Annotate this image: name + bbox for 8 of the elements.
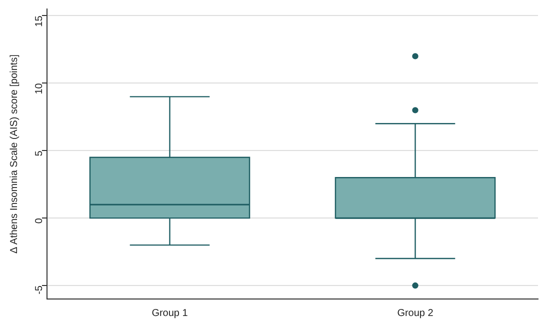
x-tick-label: Group 1 [152, 308, 188, 319]
y-axis-title: Δ Athens Insomnia Scale (AIS) score [points] [8, 54, 20, 254]
y-tick-label: -5 [34, 285, 45, 294]
y-tick-label: 10 [34, 82, 45, 94]
y-tick-label: 5 [34, 150, 45, 156]
y-tick-label: 0 [34, 218, 45, 224]
x-tick-label: Group 2 [397, 308, 434, 319]
y-tick-label: 15 [34, 15, 45, 27]
